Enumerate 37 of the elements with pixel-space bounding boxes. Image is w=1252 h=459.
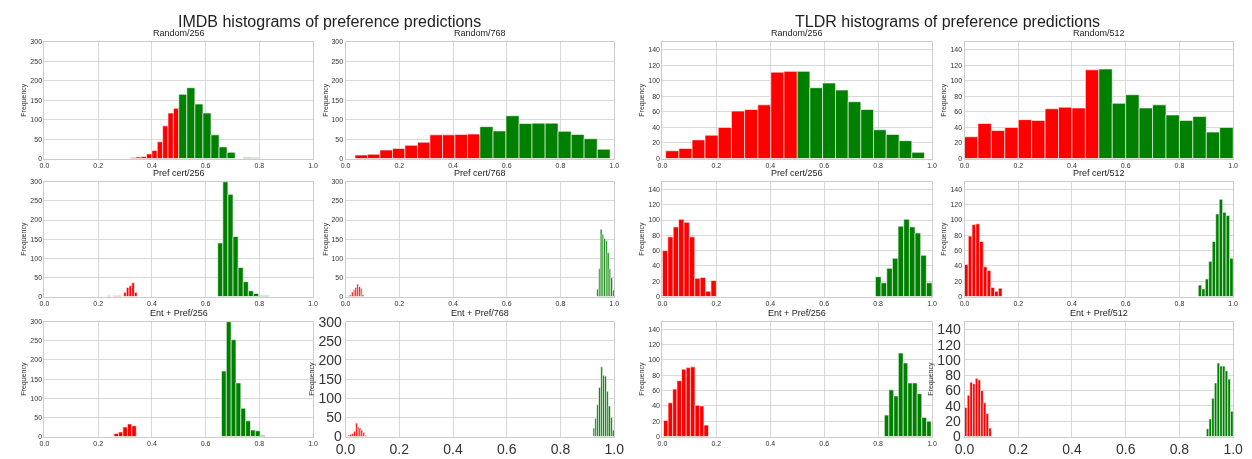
text: IMDB histograms of preference predictions bbox=[178, 13, 482, 30]
y-tick-label: 80 bbox=[945, 367, 961, 384]
text: TLDR histograms of preference predictions bbox=[795, 13, 1101, 30]
chart-title: Pref cert/768 bbox=[454, 168, 506, 178]
x-tick-label: 0.4 bbox=[1062, 441, 1082, 458]
chart-title: Random/768 bbox=[454, 28, 506, 38]
chart-title: Random/512 bbox=[1073, 28, 1125, 38]
y-tick-label: 60 bbox=[945, 382, 961, 399]
x-tick-label: 0.6 bbox=[1115, 441, 1136, 458]
y-tick-label: 50 bbox=[326, 409, 342, 426]
x-tick-label: 0.2 bbox=[1008, 441, 1029, 458]
x-tick-label: 0.2 bbox=[389, 441, 410, 458]
chart-title: Ent + Pref/512 bbox=[1070, 308, 1128, 318]
y-tick-label: 20 bbox=[945, 413, 961, 430]
chart-title: Pref cert/512 bbox=[1073, 168, 1125, 178]
chart-title: Ent + Pref/256 bbox=[150, 308, 208, 318]
chart-title: Random/256 bbox=[153, 28, 205, 38]
y-tick-label: 140 bbox=[937, 321, 961, 338]
x-tick-label: 0.8 bbox=[550, 441, 571, 458]
x-tick-label: 0.4 bbox=[443, 441, 463, 458]
x-tick-label: 1.0 bbox=[1223, 441, 1244, 458]
chart-title: Ent + Pref/256 bbox=[768, 308, 826, 318]
y-tick-label: 120 bbox=[937, 336, 961, 353]
y-tick-label: 40 bbox=[945, 397, 961, 414]
chart-title: Ent + Pref/768 bbox=[451, 308, 509, 318]
chart-title: Pref cert/256 bbox=[153, 168, 205, 178]
x-tick-label: 1.0 bbox=[604, 441, 625, 458]
y-tick-label: 200 bbox=[318, 351, 342, 368]
x-tick-label: 0.6 bbox=[497, 441, 517, 458]
y-tick-label: 300 bbox=[318, 313, 342, 330]
chart-title: Pref cert/256 bbox=[771, 168, 823, 178]
y-tick-label: 100 bbox=[937, 351, 961, 368]
y-tick-label: 100 bbox=[318, 390, 342, 407]
y-tick-label: 250 bbox=[318, 332, 342, 349]
y-tick-label: 150 bbox=[318, 371, 342, 387]
x-tick-label: 0.8 bbox=[1169, 441, 1190, 458]
chart-title: Random/256 bbox=[771, 28, 823, 38]
